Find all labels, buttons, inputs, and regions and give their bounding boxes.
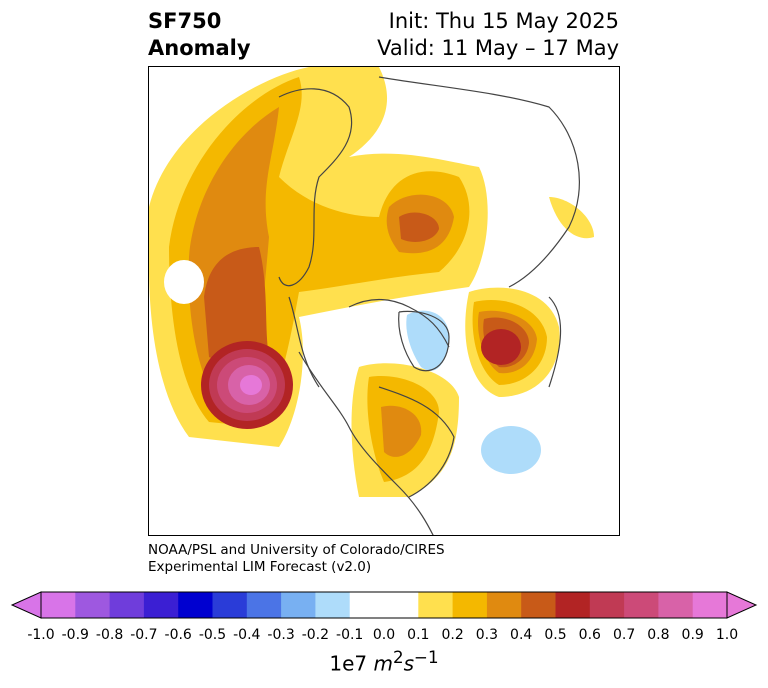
colorbar-tick-label: 0.6 bbox=[578, 627, 601, 643]
unit-base: 1e7 bbox=[329, 651, 368, 676]
colorbar-tick-label: -0.7 bbox=[130, 627, 158, 643]
colorbar-segment bbox=[178, 592, 213, 618]
title-left: SF750 Anomaly bbox=[148, 8, 251, 62]
init-date: Init: Thu 15 May 2025 bbox=[388, 9, 619, 33]
coast-east-asia bbox=[548, 296, 562, 388]
contour-0.1-d bbox=[549, 197, 594, 239]
colorbar-tick-label: -0.5 bbox=[198, 627, 227, 643]
anomaly-label: Anomaly bbox=[148, 36, 251, 60]
colorbar-tick-label: 0.1 bbox=[407, 627, 430, 643]
title-right: Init: Thu 15 May 2025 Valid: 11 May – 17… bbox=[377, 8, 619, 62]
coast-greenland bbox=[398, 310, 450, 372]
colorbar-segment bbox=[486, 592, 522, 618]
colorbar-unit-label: 1e7 m2s−1 bbox=[0, 648, 768, 676]
contour-0.9 bbox=[240, 375, 262, 395]
colorbar-max-extension bbox=[726, 591, 758, 619]
colorbar-segment bbox=[349, 592, 385, 618]
unit-s-exp: −1 bbox=[414, 648, 439, 667]
colorbar-tick-label: -0.2 bbox=[301, 627, 330, 643]
coast-europe bbox=[278, 88, 353, 287]
colorbar-tick-label: -0.1 bbox=[336, 627, 364, 643]
coast-north-america bbox=[298, 351, 434, 535]
colorbar-segment bbox=[315, 592, 351, 618]
colorbar-segment bbox=[452, 592, 488, 618]
contour-neg-0.1-b bbox=[481, 426, 541, 474]
contour-0.5-b bbox=[481, 329, 521, 365]
colorbar-segment bbox=[692, 592, 728, 618]
colorbar-segment bbox=[658, 592, 694, 618]
coast-asia bbox=[378, 76, 580, 288]
colorbar-segment bbox=[589, 592, 625, 618]
colorbar-outline bbox=[40, 591, 728, 619]
colorbar-tick-label: 0.7 bbox=[612, 627, 636, 643]
map-panel bbox=[148, 66, 620, 536]
colorbar-tick-label: 0.2 bbox=[441, 627, 464, 643]
colorbar-tick-label: -0.4 bbox=[233, 627, 261, 643]
colorbar-segment bbox=[521, 592, 556, 618]
colorbar-tick-label: 0.3 bbox=[475, 627, 499, 643]
valid-range: Valid: 11 May – 17 May bbox=[377, 36, 619, 60]
credit-line-1: NOAA/PSL and University of Colorado/CIRE… bbox=[148, 542, 445, 558]
colorbar-min-extension bbox=[10, 591, 42, 619]
colorbar-tick-label: -0.3 bbox=[267, 627, 295, 643]
contour-0.4 bbox=[204, 247, 269, 365]
colorbar-segment bbox=[109, 592, 145, 618]
coast-africa bbox=[288, 296, 320, 388]
colorbar-segment bbox=[281, 592, 316, 618]
unit-s: s bbox=[403, 651, 415, 676]
contour-0.4-c bbox=[399, 212, 439, 242]
colorbar-segment bbox=[75, 592, 111, 618]
credit-line-2: Experimental LIM Forecast (v2.0) bbox=[148, 559, 372, 575]
colorbar-tick-label: 0.0 bbox=[372, 627, 396, 643]
colorbar-tick-label: -0.6 bbox=[164, 627, 192, 643]
colorbar-boxes bbox=[41, 592, 728, 618]
colorbar-tick-label: 0.9 bbox=[681, 627, 704, 643]
colorbar-tick-label: 0.5 bbox=[544, 627, 567, 643]
coast-north-america-east bbox=[378, 386, 455, 498]
coast-arctic bbox=[348, 298, 450, 348]
contour-zero-west bbox=[164, 260, 204, 304]
contour-0.3-c bbox=[381, 405, 422, 457]
unit-m: m bbox=[373, 651, 393, 676]
colorbar bbox=[10, 591, 758, 619]
credit: NOAA/PSL and University of Colorado/CIRE… bbox=[148, 542, 445, 576]
colorbar-segment bbox=[384, 592, 419, 618]
colorbar-tick-label: -0.9 bbox=[61, 627, 89, 643]
colorbar-segment bbox=[246, 592, 282, 618]
colorbar-segment bbox=[624, 592, 659, 618]
unit-m-exp: 2 bbox=[393, 648, 404, 667]
colorbar-segment bbox=[418, 592, 454, 618]
colorbar-segment bbox=[41, 592, 76, 618]
colorbar-tick-label: -0.8 bbox=[95, 627, 124, 643]
anomaly-map bbox=[149, 67, 594, 535]
colorbar-segment bbox=[143, 592, 179, 618]
colorbar-tick-label: 0.4 bbox=[510, 627, 533, 643]
colorbar-segment bbox=[212, 592, 248, 618]
colorbar-tick-label: -1.0 bbox=[27, 627, 55, 643]
variable-label: SF750 bbox=[148, 9, 222, 33]
contour-neg-0.1 bbox=[406, 310, 449, 371]
colorbar-tick-label: 0.8 bbox=[647, 627, 670, 643]
colorbar-tick-label: 1.0 bbox=[715, 627, 739, 643]
colorbar-segment bbox=[555, 592, 591, 618]
